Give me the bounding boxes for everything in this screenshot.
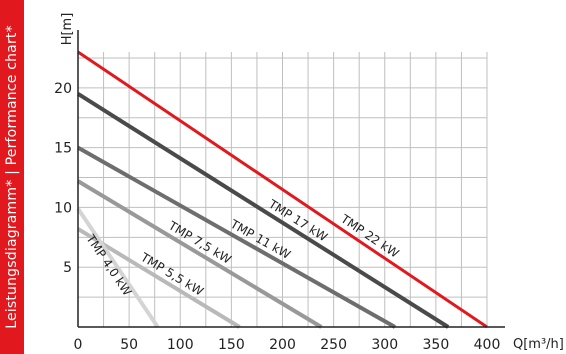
y-tick-label: 5 <box>63 260 72 276</box>
y-tick-label: 20 <box>54 81 72 97</box>
series-line-tmp-17-kw <box>76 92 450 329</box>
y-axis-title: H[m] <box>60 13 75 46</box>
chart-axes <box>77 30 505 328</box>
series-line-tmp-4-0-kw <box>76 207 160 329</box>
side-band: Leistungsdiagramm* | Performance chart* <box>0 0 24 354</box>
x-tick-label: 200 <box>269 337 296 353</box>
x-tick-label: 50 <box>120 337 138 353</box>
series-label: TMP 4,0 kW <box>83 231 135 298</box>
series-line-tmp-22-kw <box>77 50 488 329</box>
x-axis-title: Q[m³/h] <box>513 337 564 352</box>
series-line-tmp-11-kw <box>77 145 396 329</box>
series-label: TMP 7,5 kW <box>165 218 234 267</box>
series-line-tmp-7-5-kw <box>76 179 323 329</box>
x-tick-label: 400 <box>474 337 501 353</box>
chart-grid <box>78 52 488 327</box>
x-tick-label: 100 <box>167 337 194 353</box>
series-label: TMP 22 kW <box>337 211 401 260</box>
x-tick-label: 0 <box>74 337 83 353</box>
series-label: TMP 5,5 kW <box>137 250 205 299</box>
x-tick-label: 250 <box>320 337 347 353</box>
y-tick-label: 15 <box>54 141 72 157</box>
y-tick-label: 10 <box>54 200 72 216</box>
x-tick-label: 350 <box>423 337 450 353</box>
x-tick-label: 300 <box>371 337 398 353</box>
x-tick-label: 150 <box>218 337 245 353</box>
chart-series <box>76 50 488 329</box>
